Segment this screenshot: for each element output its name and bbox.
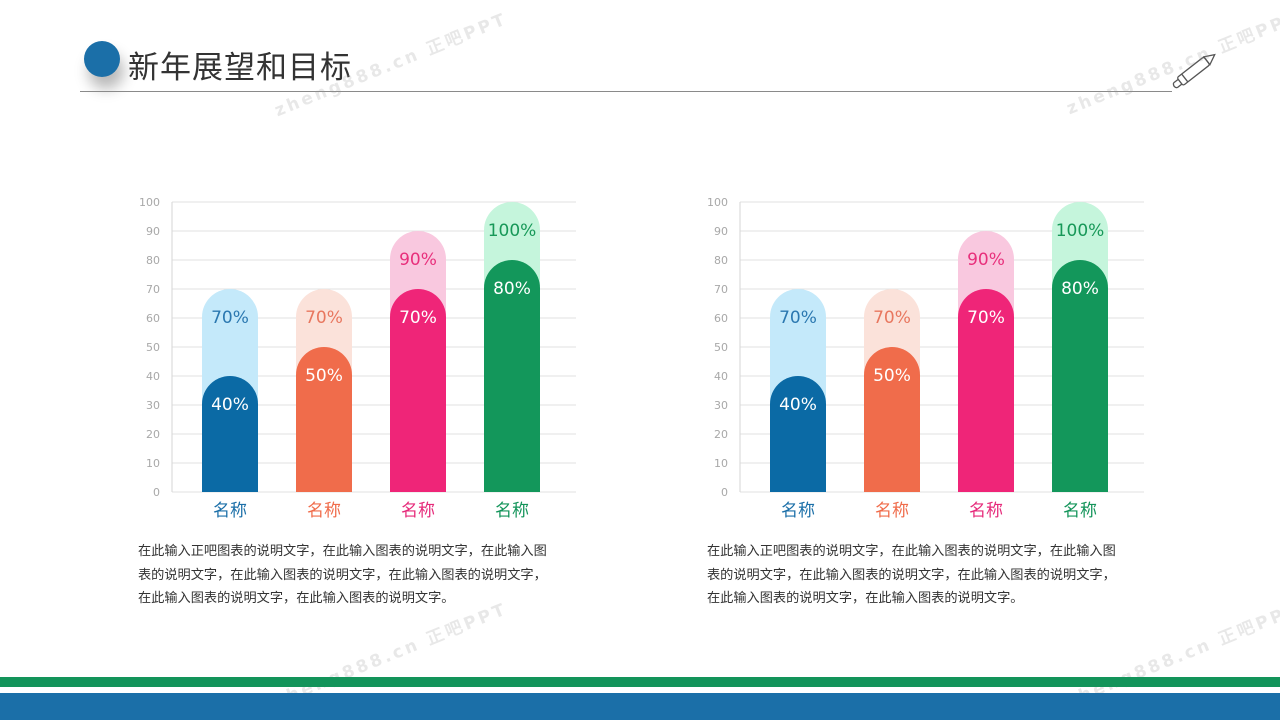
data-label-target: 100%	[1056, 221, 1105, 241]
x-category-label: 名称	[401, 501, 435, 521]
data-label-actual: 40%	[211, 395, 249, 415]
y-tick-label: 70	[714, 283, 728, 296]
y-tick-label: 0	[153, 486, 160, 499]
y-tick-label: 90	[146, 225, 160, 238]
y-tick-label: 100	[707, 196, 728, 209]
watermark: zheng888.cn 正吧PPT	[1063, 7, 1280, 120]
header-divider	[80, 91, 1172, 92]
data-label-actual: 70%	[399, 308, 437, 328]
data-label-target: 70%	[779, 308, 817, 328]
y-tick-label: 20	[714, 428, 728, 441]
bar-actual	[390, 289, 446, 492]
page-title: 新年展望和目标	[128, 50, 352, 86]
x-category-label: 名称	[1063, 501, 1097, 521]
data-label-actual: 80%	[1061, 279, 1099, 299]
chart-description-left: 在此输入正吧图表的说明文字，在此输入图表的说明文字，在此输入图 表的说明文字，在…	[138, 544, 547, 606]
data-label-actual: 50%	[873, 366, 911, 386]
y-tick-label: 30	[146, 399, 160, 412]
data-label-target: 100%	[488, 221, 537, 241]
y-tick-label: 20	[146, 428, 160, 441]
bar-actual	[770, 376, 826, 492]
y-tick-label: 50	[146, 341, 160, 354]
title-bullet-icon	[84, 41, 120, 77]
data-label-actual: 40%	[779, 395, 817, 415]
y-tick-label: 60	[714, 312, 728, 325]
bar-actual	[296, 347, 352, 492]
y-tick-label: 10	[714, 457, 728, 470]
footer-green-stripe	[0, 677, 1280, 687]
y-tick-label: 80	[146, 254, 160, 267]
footer-blue-band	[0, 693, 1280, 720]
bar-actual	[484, 260, 540, 492]
bar-chart-left: 0 10 20 30 40 50 60 70 80 90 100 70% 40% 名称 70% 50% 名称 90…	[118, 190, 598, 530]
y-tick-label: 50	[714, 341, 728, 354]
data-label-target: 90%	[399, 250, 437, 270]
data-label-target: 70%	[211, 308, 249, 328]
x-category-label: 名称	[781, 501, 815, 521]
y-tick-label: 70	[146, 283, 160, 296]
bar-actual	[1052, 260, 1108, 492]
pen-icon	[1172, 53, 1216, 89]
x-category-label: 名称	[307, 501, 341, 521]
y-tick-label: 40	[146, 370, 160, 383]
y-tick-label: 60	[146, 312, 160, 325]
y-tick-label: 10	[146, 457, 160, 470]
x-category-label: 名称	[875, 501, 909, 521]
data-label-actual: 70%	[967, 308, 1005, 328]
chart-svg: 0 10 20 30 40 50 60 70 80 90 100 70% 40% 名称 70% 50% 名称 90…	[707, 196, 1144, 521]
data-label-target: 70%	[873, 308, 911, 328]
y-tick-label: 0	[721, 486, 728, 499]
bar-actual	[864, 347, 920, 492]
x-category-label: 名称	[495, 501, 529, 521]
y-tick-label: 80	[714, 254, 728, 267]
chart-description-right: 在此输入正吧图表的说明文字，在此输入图表的说明文字，在此输入图 表的说明文字，在…	[707, 544, 1116, 606]
bar-actual	[202, 376, 258, 492]
y-tick-label: 40	[714, 370, 728, 383]
y-tick-label: 100	[139, 196, 160, 209]
chart-svg: 0 10 20 30 40 50 60 70 80 90 100 70% 40% 名称 70% 50% 名称 90…	[139, 196, 576, 521]
data-label-target: 70%	[305, 308, 343, 328]
y-tick-label: 90	[714, 225, 728, 238]
data-label-actual: 50%	[305, 366, 343, 386]
data-label-actual: 80%	[493, 279, 531, 299]
data-label-target: 90%	[967, 250, 1005, 270]
x-category-label: 名称	[213, 501, 247, 521]
bar-actual	[958, 289, 1014, 492]
x-category-label: 名称	[969, 501, 1003, 521]
y-tick-label: 30	[714, 399, 728, 412]
bar-chart-right: 0 10 20 30 40 50 60 70 80 90 100 70% 40% 名称 70% 50% 名称 90…	[686, 190, 1166, 530]
